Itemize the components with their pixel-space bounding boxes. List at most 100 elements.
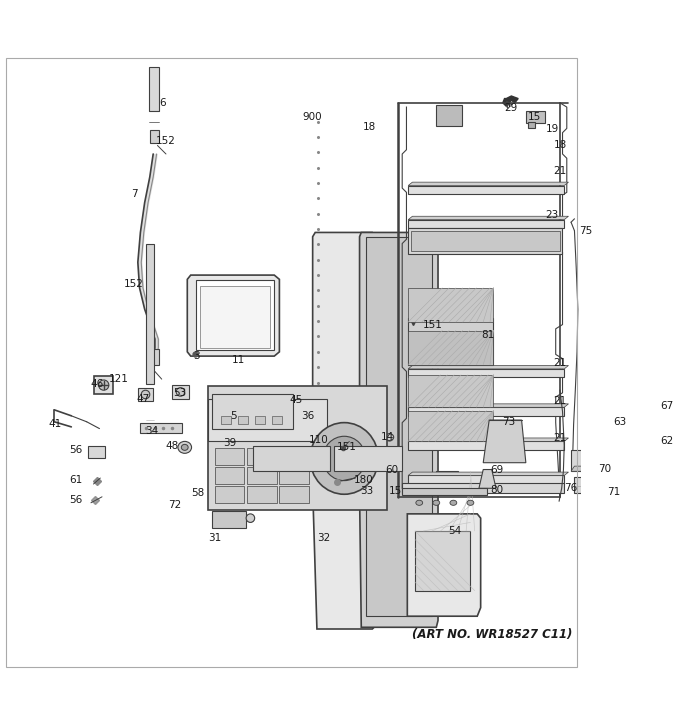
Bar [437, 471, 458, 488]
Text: 39: 39 [223, 438, 237, 448]
Polygon shape [408, 438, 568, 442]
Bar [215, 467, 244, 484]
Text: 19: 19 [545, 124, 559, 134]
Text: 46: 46 [91, 379, 104, 389]
Bar [411, 231, 560, 251]
Text: 73: 73 [502, 417, 515, 427]
Text: 80: 80 [490, 485, 503, 495]
Text: 63: 63 [613, 417, 627, 427]
Text: 48: 48 [165, 441, 178, 451]
Polygon shape [307, 413, 320, 418]
Text: 60: 60 [385, 465, 398, 475]
Ellipse shape [660, 439, 669, 448]
Bar [200, 286, 270, 347]
Text: 15: 15 [388, 486, 402, 496]
Bar [408, 318, 494, 365]
Text: 180: 180 [354, 475, 373, 485]
Text: 67: 67 [660, 401, 674, 410]
Bar [237, 416, 248, 424]
Bar [408, 442, 564, 450]
Polygon shape [407, 514, 481, 616]
Bar [223, 412, 228, 417]
Bar [208, 386, 387, 510]
Polygon shape [479, 470, 496, 488]
Bar [138, 388, 153, 402]
Ellipse shape [246, 514, 255, 523]
Bar [408, 407, 564, 416]
Text: 69: 69 [490, 465, 503, 475]
Polygon shape [645, 423, 651, 428]
Polygon shape [408, 216, 568, 220]
Ellipse shape [648, 427, 680, 461]
Bar [402, 488, 488, 495]
Text: 61: 61 [69, 475, 83, 485]
Bar [247, 486, 277, 502]
Ellipse shape [655, 434, 675, 454]
Bar [408, 288, 494, 322]
Ellipse shape [450, 500, 457, 505]
Text: 6: 6 [159, 98, 166, 108]
Text: 11: 11 [232, 355, 245, 365]
Polygon shape [408, 472, 568, 476]
Polygon shape [483, 420, 526, 463]
Bar [402, 483, 564, 494]
Polygon shape [408, 404, 568, 407]
Ellipse shape [176, 388, 185, 396]
Bar [215, 486, 244, 502]
Bar [150, 349, 159, 365]
Bar [196, 280, 274, 350]
Bar [255, 416, 265, 424]
Bar [279, 448, 309, 465]
Bar [208, 399, 327, 442]
Text: 32: 32 [317, 533, 330, 543]
Text: 56: 56 [69, 445, 83, 455]
Bar [88, 446, 105, 458]
Text: 58: 58 [190, 489, 204, 498]
Text: 23: 23 [545, 210, 559, 220]
Ellipse shape [433, 500, 440, 505]
Polygon shape [367, 237, 432, 616]
Ellipse shape [178, 442, 192, 453]
Ellipse shape [385, 434, 394, 441]
Text: 47: 47 [136, 394, 150, 404]
Bar [437, 104, 462, 126]
Polygon shape [630, 407, 648, 424]
Text: 151: 151 [337, 442, 356, 452]
Polygon shape [313, 233, 377, 629]
Polygon shape [571, 466, 641, 471]
Bar [575, 477, 639, 492]
Text: 110: 110 [309, 435, 328, 444]
Bar [247, 467, 277, 484]
Bar [408, 375, 494, 407]
Text: 900: 900 [303, 112, 322, 123]
Bar [408, 228, 562, 254]
Bar [408, 476, 564, 484]
Text: 70: 70 [598, 464, 611, 473]
Text: 31: 31 [208, 533, 221, 543]
Text: 76: 76 [564, 484, 577, 493]
Text: (ART NO. WR18527 C11): (ART NO. WR18527 C11) [411, 629, 572, 642]
Ellipse shape [99, 380, 109, 390]
Text: 36: 36 [301, 411, 315, 420]
Polygon shape [408, 182, 568, 186]
Text: 14: 14 [381, 432, 394, 442]
Ellipse shape [310, 423, 378, 494]
Bar [247, 448, 277, 465]
Text: 5: 5 [230, 411, 237, 420]
Text: 81: 81 [481, 330, 495, 340]
Bar [408, 220, 564, 228]
Text: 18: 18 [554, 140, 567, 149]
Polygon shape [503, 96, 518, 107]
Text: 62: 62 [660, 436, 674, 447]
Ellipse shape [467, 500, 474, 505]
Ellipse shape [336, 450, 353, 467]
Bar [150, 130, 159, 143]
Bar [146, 244, 154, 384]
Bar [272, 416, 282, 424]
Bar [149, 67, 159, 112]
Text: 21: 21 [553, 358, 566, 368]
Text: 34: 34 [145, 426, 158, 436]
Bar [212, 394, 293, 428]
Bar [220, 416, 231, 424]
Text: 152: 152 [156, 136, 175, 146]
